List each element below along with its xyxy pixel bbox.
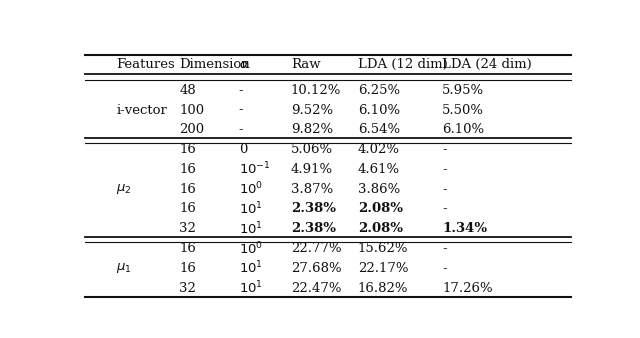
Text: 17.26%: 17.26% [442,282,493,295]
Text: -: - [442,262,447,275]
Text: 6.10%: 6.10% [358,103,400,117]
Text: 3.87%: 3.87% [291,183,333,196]
Text: 4.02%: 4.02% [358,143,400,156]
Text: 16.82%: 16.82% [358,282,408,295]
Text: 2.38%: 2.38% [291,222,336,235]
Text: 22.47%: 22.47% [291,282,341,295]
Text: 27.68%: 27.68% [291,262,341,275]
Text: 6.54%: 6.54% [358,123,400,136]
Text: -: - [442,202,447,215]
Text: Dimension: Dimension [179,58,250,71]
Text: $\alpha$: $\alpha$ [239,58,249,71]
Text: 16: 16 [179,183,196,196]
Text: -: - [442,242,447,255]
Text: 16: 16 [179,143,196,156]
Text: 2.08%: 2.08% [358,222,403,235]
Text: 6.25%: 6.25% [358,84,400,97]
Text: 9.52%: 9.52% [291,103,333,117]
Text: i-vector: i-vector [116,103,167,117]
Text: 16: 16 [179,163,196,176]
Text: 2.38%: 2.38% [291,202,336,215]
Text: 9.82%: 9.82% [291,123,333,136]
Text: -: - [442,143,447,156]
Text: 4.91%: 4.91% [291,163,333,176]
Text: $10^{1}$: $10^{1}$ [239,220,262,237]
Text: 5.50%: 5.50% [442,103,484,117]
Text: 5.06%: 5.06% [291,143,333,156]
Text: 32: 32 [179,282,196,295]
Text: LDA (12 dim): LDA (12 dim) [358,58,447,71]
Text: 5.95%: 5.95% [442,84,484,97]
Text: 100: 100 [179,103,204,117]
Text: -: - [442,163,447,176]
Text: 32: 32 [179,222,196,235]
Text: 22.17%: 22.17% [358,262,408,275]
Text: $10^{-1}$: $10^{-1}$ [239,161,271,178]
Text: 16: 16 [179,262,196,275]
Text: 15.62%: 15.62% [358,242,408,255]
Text: -: - [239,123,243,136]
Text: Raw: Raw [291,58,321,71]
Text: -: - [442,183,447,196]
Text: 6.10%: 6.10% [442,123,484,136]
Text: 4.61%: 4.61% [358,163,400,176]
Text: Features: Features [116,58,175,71]
Text: 48: 48 [179,84,196,97]
Text: $10^{1}$: $10^{1}$ [239,201,262,217]
Text: 22.77%: 22.77% [291,242,341,255]
Text: 10.12%: 10.12% [291,84,341,97]
Text: 3.86%: 3.86% [358,183,400,196]
Text: 1.34%: 1.34% [442,222,487,235]
Text: 16: 16 [179,242,196,255]
Text: 0: 0 [239,143,247,156]
Text: $10^{1}$: $10^{1}$ [239,260,262,276]
Text: 16: 16 [179,202,196,215]
Text: $10^{0}$: $10^{0}$ [239,240,263,257]
Text: 2.08%: 2.08% [358,202,403,215]
Text: $\mu_1$: $\mu_1$ [116,261,132,275]
Text: $10^{1}$: $10^{1}$ [239,280,262,296]
Text: LDA (24 dim): LDA (24 dim) [442,58,532,71]
Text: $10^{0}$: $10^{0}$ [239,181,263,197]
Text: $\mu_2$: $\mu_2$ [116,182,132,196]
Text: -: - [239,84,243,97]
Text: 200: 200 [179,123,204,136]
Text: -: - [239,103,243,117]
